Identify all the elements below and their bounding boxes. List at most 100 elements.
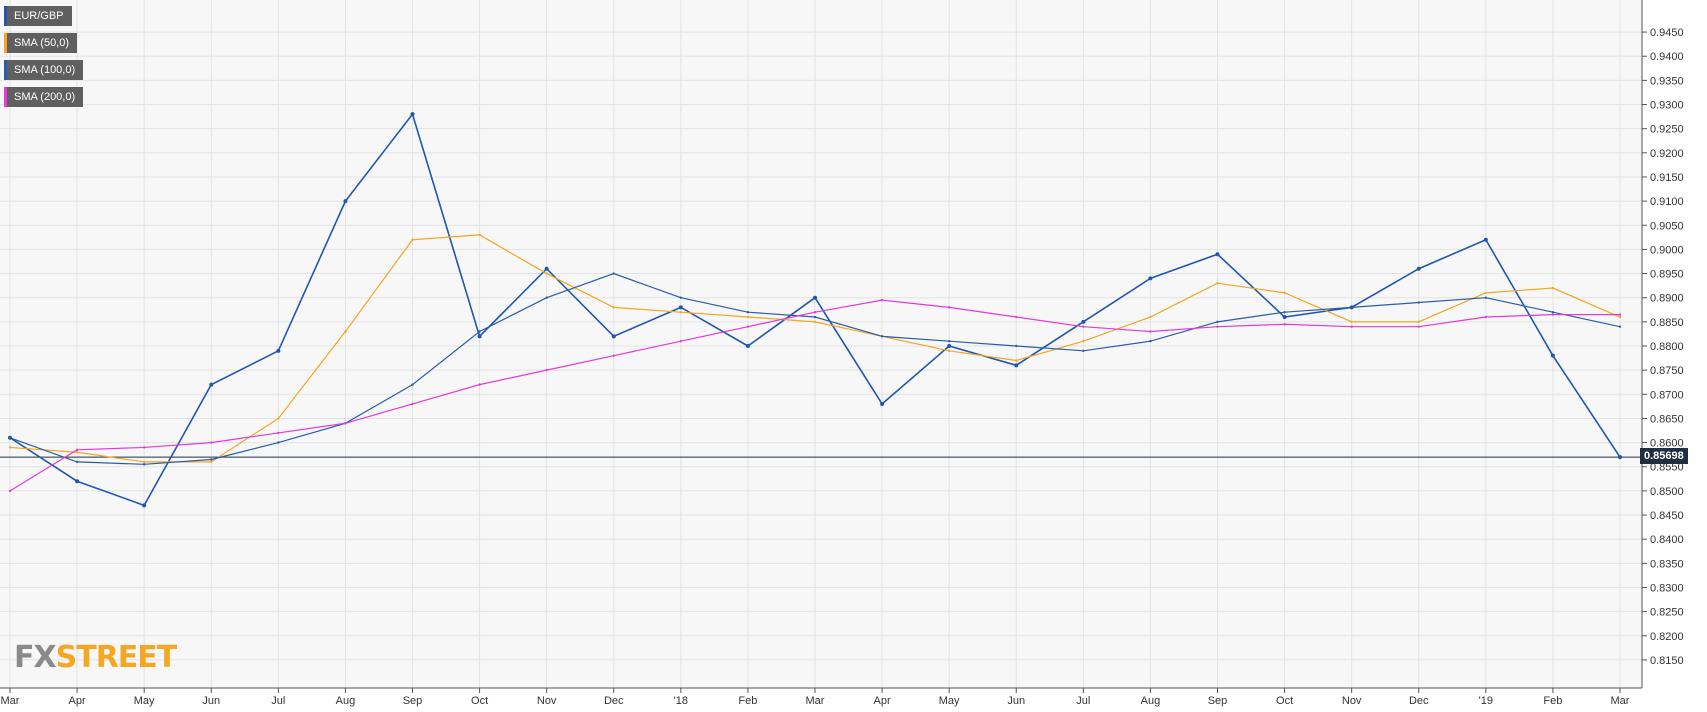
- series-sma100-point: [478, 330, 481, 333]
- legend-item-sma100[interactable]: SMA (100,0): [4, 60, 84, 80]
- series-eurgbp-point: [1148, 276, 1153, 281]
- series-sma100-point: [1551, 310, 1555, 314]
- series-sma200-point: [210, 441, 213, 444]
- series-sma200-point: [411, 402, 414, 406]
- legend-item-sma200[interactable]: SMA (200,0): [4, 87, 84, 107]
- series-eurgbp-point: [611, 334, 616, 339]
- series-sma50-point: [344, 330, 347, 333]
- series-sma100-point: [813, 315, 817, 319]
- series-sma50-point: [1082, 339, 1085, 343]
- series-sma100-point: [545, 296, 548, 299]
- series-sma200-point: [1216, 325, 1219, 328]
- y-tick-label: 0.8550: [1650, 462, 1684, 474]
- x-axis: Mar Apr May Jun Jul Aug Sep Oct Nov Dec '18 Feb Mar A…: [0, 687, 1642, 707]
- series-sma200-point: [1082, 325, 1085, 328]
- x-tick-label: '19: [1479, 695, 1493, 707]
- series-eurgbp-point: [880, 401, 885, 406]
- x-tick-label: Jul: [271, 695, 285, 707]
- series-sma50-point: [478, 233, 481, 237]
- legend-label: SMA (50,0): [14, 37, 70, 49]
- series-sma100-point: [1216, 320, 1219, 324]
- legend-item-sma50[interactable]: SMA (50,0): [4, 33, 78, 53]
- series-sma200-point: [1417, 325, 1420, 328]
- x-tick-label: Apr: [874, 695, 891, 707]
- series-sma50-point: [1015, 359, 1018, 362]
- y-tick-label: 0.9150: [1650, 172, 1684, 184]
- series-sma100-point: [142, 463, 146, 466]
- series-eurgbp-point: [1483, 237, 1488, 242]
- series-sma200-point: [75, 448, 79, 452]
- series-sma50-point: [545, 272, 548, 275]
- x-tick-label: Feb: [738, 695, 757, 707]
- series-sma100-point: [746, 310, 750, 314]
- series-sma50-point: [1417, 320, 1420, 324]
- series-eurgbp-point: [142, 503, 147, 508]
- series-sma100-point: [1015, 344, 1018, 348]
- x-tick-label: Jun: [1007, 695, 1025, 707]
- series-sma50-point: [612, 306, 615, 309]
- y-tick-label: 0.8350: [1650, 558, 1684, 570]
- logo-fx: FX: [14, 640, 57, 675]
- series-eurgbp-point: [209, 382, 214, 387]
- series-sma200-point: [142, 446, 146, 449]
- series-sma100-point: [1082, 349, 1085, 353]
- series-sma50-point: [1283, 291, 1286, 295]
- legend-swatch: [4, 33, 7, 53]
- series-sma100-point: [277, 441, 280, 444]
- series-sma200-point: [679, 339, 683, 343]
- series-sma200-point: [1484, 315, 1488, 319]
- y-tick-label: 0.9250: [1650, 124, 1684, 136]
- series-sma200-point: [612, 354, 615, 357]
- x-tick-label: Nov: [1342, 695, 1362, 707]
- series-sma100-point: [8, 436, 12, 439]
- y-tick-label: 0.9350: [1650, 75, 1684, 87]
- series-sma100-point: [411, 383, 414, 386]
- series-sma200-point: [478, 383, 481, 386]
- series-sma50-point: [1350, 320, 1353, 324]
- last-price-tag: 0.85698: [1640, 448, 1688, 465]
- series-sma50-point: [679, 310, 683, 314]
- series-sma200-point: [545, 368, 548, 372]
- series-sma50-point: [1551, 286, 1555, 290]
- x-tick-label: Mar: [806, 695, 825, 707]
- x-tick-label: Apr: [69, 695, 86, 707]
- series-lines: [8, 112, 1622, 508]
- series-sma100-point: [1484, 296, 1488, 299]
- x-tick-label: Aug: [336, 695, 356, 707]
- y-tick-label: 0.8950: [1650, 269, 1684, 281]
- x-tick-label: Jun: [202, 695, 220, 707]
- x-tick-label: Mar: [1611, 695, 1630, 707]
- series-sma100-point: [1350, 306, 1353, 309]
- series-eurgbp-point: [343, 199, 348, 204]
- series-sma200-point: [8, 489, 12, 493]
- x-tick-label: Nov: [537, 695, 557, 707]
- series-sma100-point: [612, 272, 615, 275]
- legend-swatch: [4, 60, 7, 80]
- x-tick-label: Sep: [403, 695, 423, 707]
- legend-label: SMA (200,0): [14, 91, 76, 103]
- series-eurgbp-point: [75, 479, 80, 484]
- plot-background: [0, 0, 1642, 688]
- y-tick-label: 0.8700: [1650, 389, 1684, 401]
- series-eurgbp-point: [678, 305, 683, 310]
- x-tick-label: Aug: [1141, 695, 1161, 707]
- series-sma50-point: [277, 417, 280, 420]
- series-sma100-point: [1417, 301, 1420, 304]
- series-sma50-point: [813, 320, 817, 324]
- series-sma50-point: [746, 315, 750, 319]
- series-eurgbp-point: [947, 344, 952, 348]
- legend-label: EUR/GBP: [14, 10, 64, 22]
- x-tick-label: Feb: [1543, 695, 1562, 707]
- series-sma200-point: [1551, 313, 1555, 316]
- series-eurgbp-point: [1416, 266, 1421, 271]
- y-tick-label: 0.8450: [1650, 510, 1684, 522]
- legend-swatch: [4, 87, 7, 107]
- x-tick-label: Dec: [604, 695, 624, 707]
- legend-item-eurgbp[interactable]: EUR/GBP: [4, 6, 72, 26]
- series-sma100-point: [880, 335, 884, 338]
- x-tick-label: Dec: [1409, 695, 1429, 707]
- x-tick-label: May: [134, 695, 155, 707]
- x-tick-label: May: [939, 695, 960, 707]
- y-axis: 0.9450 0.9400 0.9350 0.9300 0.9250 0.9200 0.91…: [1641, 0, 1684, 688]
